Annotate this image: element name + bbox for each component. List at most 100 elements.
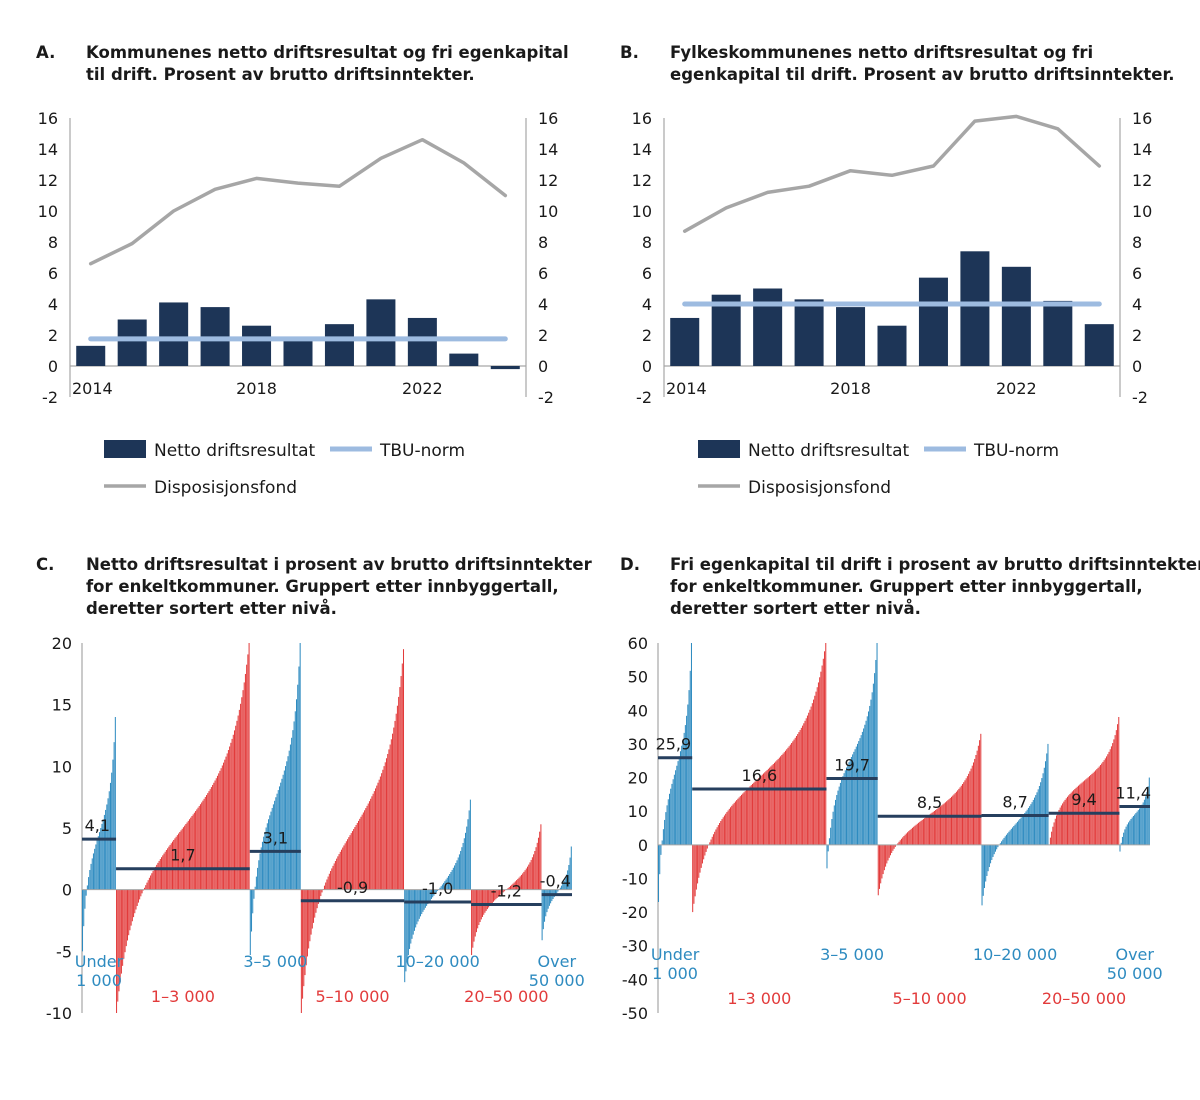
municipality-bar bbox=[1009, 830, 1011, 845]
municipality-bar bbox=[931, 812, 933, 845]
municipality-bar bbox=[477, 889, 479, 929]
municipality-bar bbox=[96, 840, 98, 890]
municipality-bar bbox=[965, 778, 967, 845]
municipality-bar bbox=[940, 806, 942, 845]
municipality-bar bbox=[136, 889, 138, 906]
municipality-bar bbox=[690, 643, 692, 845]
municipality-bar bbox=[455, 862, 457, 890]
group-category-label: 3–5 000 bbox=[243, 952, 307, 971]
municipality-bar bbox=[372, 793, 374, 890]
municipality-bar bbox=[213, 782, 215, 890]
municipality-bar bbox=[568, 864, 570, 890]
municipality-bar bbox=[210, 787, 212, 890]
municipality-bar bbox=[495, 889, 497, 900]
municipality-bar bbox=[95, 844, 97, 890]
municipality-bar bbox=[1115, 730, 1117, 845]
left-y-tick-label: 4 bbox=[48, 295, 58, 314]
municipality-bar bbox=[686, 715, 688, 845]
municipality-bar bbox=[948, 799, 950, 845]
municipality-bar bbox=[660, 844, 662, 855]
municipality-bar bbox=[150, 875, 152, 890]
panel-title-line: Kommunenes netto driftsresultat og fri e… bbox=[86, 43, 569, 62]
municipality-bar bbox=[238, 709, 240, 890]
municipality-bar bbox=[396, 705, 398, 890]
netto-driftsresultat-bar bbox=[753, 288, 783, 366]
municipality-bar bbox=[264, 831, 266, 890]
municipality-bar bbox=[711, 836, 713, 845]
municipality-bar bbox=[370, 798, 372, 890]
municipality-bar bbox=[1130, 819, 1132, 845]
municipality-bar bbox=[407, 889, 409, 956]
municipality-bar bbox=[230, 742, 232, 890]
municipality-bar bbox=[678, 756, 680, 845]
municipality-bar bbox=[1070, 792, 1072, 845]
group-average-label: 25,9 bbox=[656, 735, 692, 754]
municipality-bar bbox=[361, 814, 363, 890]
municipality-bar bbox=[826, 844, 828, 869]
municipality-bar bbox=[903, 836, 905, 845]
y-tick-label: 5 bbox=[62, 819, 72, 838]
municipality-bar bbox=[765, 771, 767, 845]
municipality-bar bbox=[762, 773, 765, 845]
municipality-bar bbox=[742, 793, 744, 845]
municipality-bar bbox=[1126, 824, 1128, 845]
legend-label-disposisjonsfond: Disposisjonsfond bbox=[748, 478, 891, 498]
municipality-bar bbox=[260, 847, 262, 890]
municipality-bar bbox=[157, 862, 159, 890]
group-average-label: -1,0 bbox=[422, 879, 453, 898]
municipality-bar bbox=[152, 871, 154, 890]
right-y-tick-label: 6 bbox=[1132, 264, 1142, 283]
municipality-bar bbox=[664, 819, 666, 845]
municipality-bar bbox=[946, 801, 948, 845]
municipality-bar bbox=[1074, 789, 1076, 845]
netto-driftsresultat-bar bbox=[159, 302, 189, 366]
municipality-bar bbox=[99, 832, 101, 890]
municipality-bar bbox=[776, 760, 778, 845]
municipality-bar bbox=[758, 778, 760, 845]
municipality-bar bbox=[109, 782, 111, 890]
municipality-bar bbox=[1086, 778, 1088, 845]
municipality-bar bbox=[777, 758, 779, 845]
group-average-label: 1,7 bbox=[170, 846, 195, 865]
municipality-bar bbox=[789, 744, 791, 845]
municipality-bar bbox=[454, 865, 456, 890]
municipality-bar bbox=[679, 751, 681, 845]
municipality-bar bbox=[1059, 807, 1061, 845]
group-category-label: 1–3 000 bbox=[151, 987, 215, 1006]
municipality-bar bbox=[1076, 786, 1078, 845]
netto-driftsresultat-bar bbox=[711, 294, 741, 366]
municipality-bar bbox=[450, 872, 452, 890]
municipality-bar bbox=[1120, 842, 1122, 845]
municipality-bar bbox=[919, 821, 921, 845]
municipality-bar bbox=[199, 804, 201, 890]
municipality-bar bbox=[274, 800, 276, 890]
municipality-bar bbox=[1004, 836, 1006, 845]
municipality-bar bbox=[676, 765, 678, 845]
municipality-bar bbox=[961, 784, 964, 845]
municipality-bar bbox=[870, 699, 872, 845]
municipality-bar bbox=[706, 844, 708, 849]
municipality-bar bbox=[133, 889, 135, 918]
municipality-bar bbox=[999, 843, 1001, 845]
left-y-tick-label: 10 bbox=[38, 202, 58, 221]
x-year-tick-label: 2018 bbox=[830, 379, 871, 398]
municipality-bar bbox=[94, 848, 96, 890]
municipality-bar bbox=[937, 808, 939, 845]
municipality-bar bbox=[1110, 746, 1112, 845]
municipality-bar bbox=[390, 739, 392, 890]
municipality-bar bbox=[292, 730, 294, 890]
municipality-bar bbox=[385, 758, 387, 890]
municipality-bar bbox=[1046, 753, 1048, 845]
municipality-bar bbox=[460, 850, 462, 890]
municipality-bar bbox=[1145, 796, 1147, 845]
municipality-bar bbox=[1143, 799, 1145, 845]
municipality-bar bbox=[214, 780, 216, 890]
municipality-bar bbox=[739, 796, 741, 845]
municipality-bar bbox=[997, 844, 999, 848]
left-y-tick-label: 0 bbox=[642, 357, 652, 376]
municipality-bar bbox=[304, 889, 306, 976]
netto-driftsresultat-bar bbox=[918, 277, 948, 366]
municipality-bar bbox=[225, 756, 227, 890]
y-tick-label: 40 bbox=[628, 701, 648, 720]
netto-driftsresultat-bar bbox=[490, 366, 520, 370]
